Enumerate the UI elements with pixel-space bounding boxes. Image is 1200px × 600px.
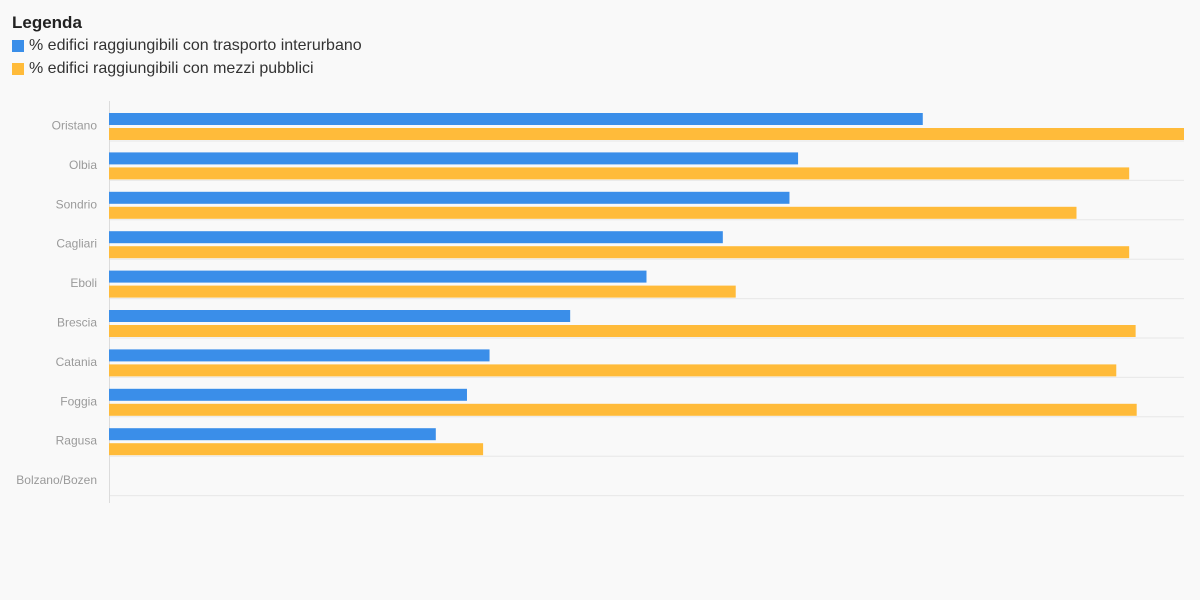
bar-series-1[interactable]: [109, 231, 723, 244]
bar-series-2[interactable]: [109, 443, 484, 456]
bar-series-2[interactable]: [109, 364, 1117, 377]
category-label: Bolzano/Bozen: [16, 473, 97, 487]
bar-series-1[interactable]: [109, 152, 799, 165]
category-label: Brescia: [57, 316, 97, 330]
bar-series-2[interactable]: [109, 325, 1136, 337]
category-label: Cagliari: [56, 237, 97, 251]
legend-swatch-series-1: [12, 39, 24, 52]
category-label: Catania: [56, 355, 98, 369]
bar-series-2[interactable]: [109, 246, 1130, 259]
bar-series-2[interactable]: [109, 403, 1137, 416]
category-label: Oristano: [52, 119, 98, 133]
bar-series-1[interactable]: [109, 388, 467, 401]
category-label: Foggia: [60, 394, 97, 408]
category-label: Eboli: [70, 276, 97, 290]
bar-series-2[interactable]: [109, 206, 1077, 219]
legend-swatch-series-2: [12, 62, 24, 75]
bar-series-1[interactable]: [109, 428, 436, 441]
bar-series-1[interactable]: [109, 310, 571, 322]
bar-series-1[interactable]: [109, 191, 790, 204]
bar-series-2[interactable]: [109, 128, 1184, 140]
legend-item-series-2[interactable]: % edifici raggiungibili con mezzi pubbli…: [12, 57, 362, 80]
legend-title: Legenda: [12, 13, 82, 32]
bar-series-1[interactable]: [109, 270, 647, 283]
category-label: Ragusa: [56, 434, 98, 448]
category-label: Olbia: [69, 158, 97, 172]
bar-series-2[interactable]: [109, 167, 1130, 180]
category-label: Sondrio: [56, 197, 98, 211]
legend-item-series-1[interactable]: % edifici raggiungibili con trasporto in…: [12, 34, 362, 57]
bar-series-1[interactable]: [109, 349, 490, 362]
legend-label-series-1: % edifici raggiungibili con trasporto in…: [29, 37, 362, 54]
bar-series-2[interactable]: [109, 285, 736, 298]
legend: Legenda % edifici raggiungibili con tras…: [12, 12, 362, 80]
bar-series-1[interactable]: [109, 113, 923, 125]
legend-label-series-2: % edifici raggiungibili con mezzi pubbli…: [29, 60, 314, 77]
